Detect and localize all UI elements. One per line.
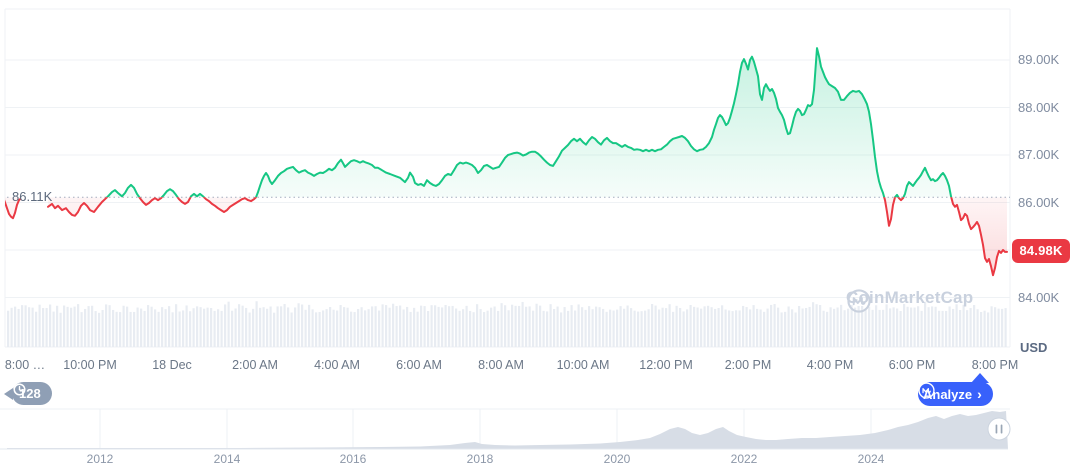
analyze-pointer-arrow: [971, 373, 989, 383]
x-axis-tick: 6:00 PM: [888, 358, 936, 372]
last-price-badge: 84.98K: [1012, 238, 1070, 263]
y-axis-tick: 86.00K: [1018, 194, 1060, 210]
analyze-label: Analyze: [923, 386, 973, 402]
price-line-down: [5, 198, 21, 220]
x-axis-tick: 8:00 AM: [478, 358, 524, 372]
x-axis-tick: 8:00 …: [4, 358, 46, 372]
navigator-year-label: 2016: [339, 452, 367, 466]
x-axis-tick: 12:00 PM: [639, 358, 693, 372]
x-axis-tick: 18 Dec: [152, 358, 192, 372]
x-axis-tick: 6:00 AM: [396, 358, 442, 372]
history-clock-icon: [13, 383, 26, 396]
coinmarketcap-logo-icon: [847, 289, 871, 313]
price-line-down: [47, 197, 1008, 277]
x-axis-tick: 8:00 PM: [971, 358, 1019, 372]
chevron-right-icon: ›: [977, 386, 982, 402]
x-axis-tick: 10:00 AM: [556, 358, 610, 372]
x-axis-tick: 4:00 PM: [806, 358, 854, 372]
area-above-prev-close: [106, 48, 952, 198]
navigator-year-label: 2012: [86, 452, 114, 466]
y-axis-tick: 89.00K: [1018, 52, 1060, 67]
navigator-year-label: 2020: [603, 452, 631, 466]
price-line-up: [105, 47, 953, 198]
y-axis-tick: 88.00K: [1018, 99, 1060, 115]
navigator-year-label: 2022: [730, 452, 758, 466]
prev-close-label: 86.11K: [12, 189, 53, 205]
watermark-text: CoinMarketCap: [846, 288, 974, 307]
x-axis-tick: 2:00 PM: [724, 358, 772, 372]
coinmarketcap-logo-icon: [918, 382, 935, 399]
y-axis-tick: 84.00K: [1018, 289, 1060, 305]
x-axis-tick: 10:00 PM: [63, 358, 117, 372]
navigator-history-area[interactable]: [7, 411, 1008, 449]
watermark: CoinMarketCap: [846, 288, 974, 313]
y-axis-unit: USD: [1020, 340, 1048, 355]
navigator-year-label: 2014: [213, 452, 241, 466]
volume-bars: [7, 301, 1007, 347]
y-axis-tick: 87.00K: [1018, 147, 1060, 162]
x-axis-tick: 2:00 AM: [232, 358, 278, 372]
navigator-handle[interactable]: [987, 417, 1011, 441]
history-count-badge[interactable]: 128: [4, 382, 52, 405]
navigator-year-label: 2024: [857, 452, 885, 466]
analyze-button[interactable]: Analyze ›: [918, 382, 993, 406]
x-axis-tick: 4:00 AM: [314, 358, 360, 372]
navigator-year-label: 2018: [466, 452, 494, 466]
